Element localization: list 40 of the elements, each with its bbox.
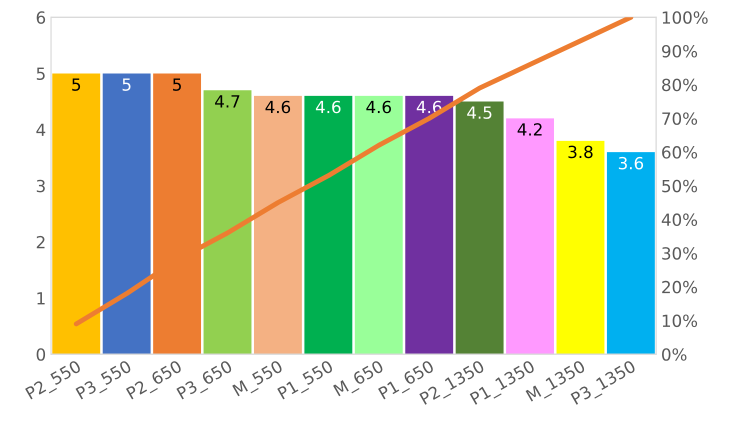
data-label: 4.6	[316, 100, 341, 114]
y2-tick-label: 30%	[662, 247, 698, 260]
data-label: 5	[173, 78, 181, 91]
y2-tick-label: 90%	[662, 44, 698, 58]
data-label: 4.5	[467, 106, 492, 119]
y2-tick-label: 10%	[662, 314, 698, 328]
data-label: 4.7	[215, 95, 240, 108]
y2-tick-label: 70%	[662, 112, 698, 125]
y2-tick-label: 60%	[662, 146, 698, 159]
y-tick-label: 0	[36, 348, 46, 361]
bar	[254, 96, 302, 354]
bar	[204, 90, 252, 354]
bar	[405, 96, 454, 354]
y-tick-label: 4	[36, 124, 46, 136]
y2-tick-label: 20%	[662, 280, 698, 294]
data-label: 4.6	[265, 100, 290, 114]
y2-tick-label: 50%	[662, 180, 698, 192]
bar	[606, 152, 655, 354]
y-tick-label: 1	[37, 292, 45, 304]
bar	[456, 102, 504, 354]
y2-tick-label: 0%	[662, 348, 686, 361]
y2-tick-label: 100%	[662, 11, 708, 24]
data-label: 4.2	[518, 123, 542, 136]
data-label: 5	[122, 78, 131, 91]
bar	[102, 73, 151, 354]
bar	[506, 118, 554, 354]
data-label: 5	[72, 78, 80, 91]
bar	[556, 140, 604, 354]
y-tick-label: 5	[36, 68, 45, 80]
bar	[354, 96, 403, 354]
data-label: 4.6	[366, 100, 391, 114]
y-tick-label: 6	[36, 11, 46, 24]
data-label: 3.8	[568, 146, 593, 158]
data-label: 3.6	[618, 156, 644, 170]
y2-tick-label: 80%	[662, 78, 698, 92]
y-tick-label: 3	[36, 180, 45, 192]
bar	[304, 96, 352, 354]
y2-tick-label: 40%	[662, 213, 698, 226]
y-tick-label: 2	[36, 236, 44, 248]
bar	[52, 73, 100, 354]
